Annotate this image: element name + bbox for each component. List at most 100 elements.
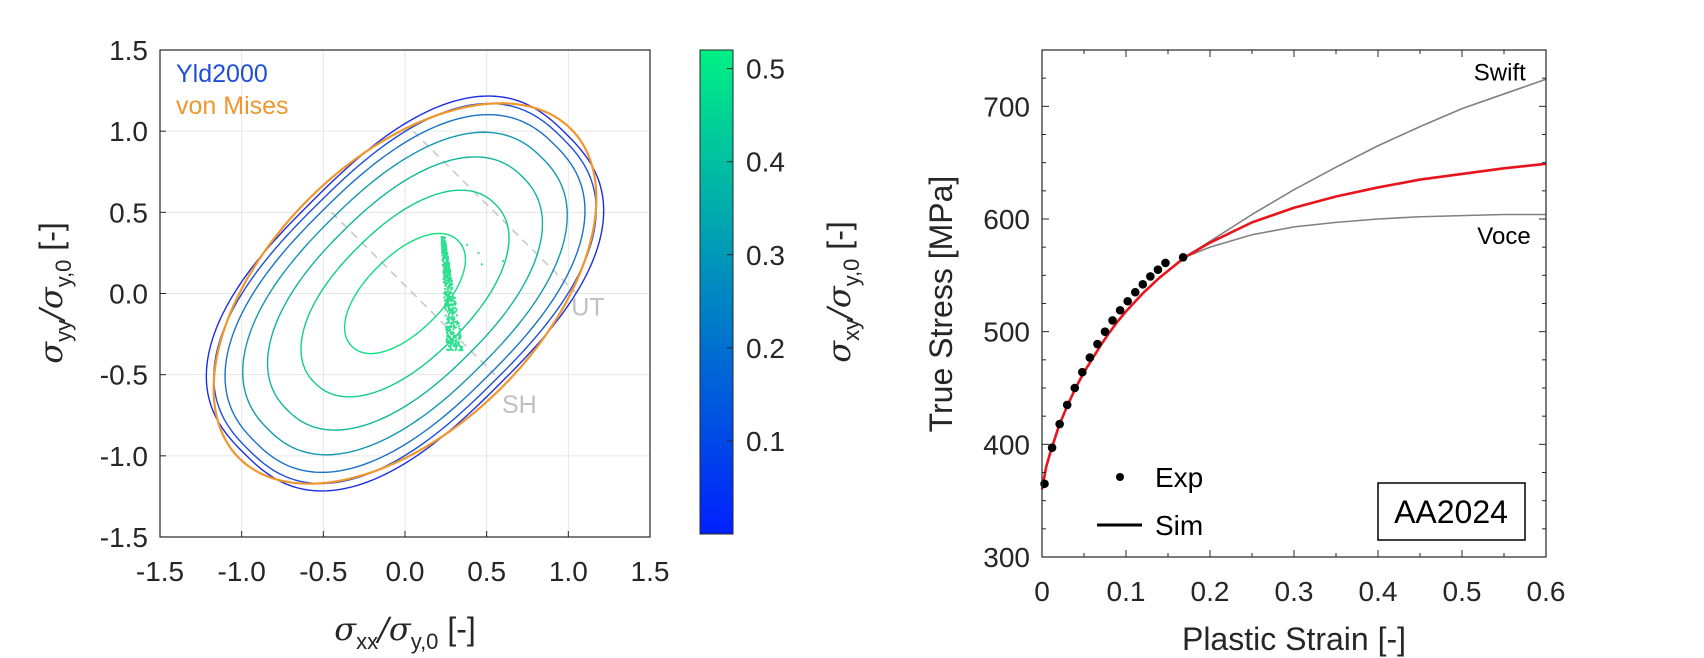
scatter-point [457, 342, 460, 346]
plot2-background [1042, 50, 1546, 557]
x-tick-label: 0.3 [1275, 576, 1314, 607]
y-tick-label: 0.5 [109, 197, 148, 228]
scatter-point [444, 245, 447, 248]
yld2000-contours [205, 95, 605, 492]
plot2-x-axis-label: Plastic Strain [-] [1182, 621, 1406, 657]
scatter-point [442, 265, 445, 268]
colorbar-tick-label: 0.4 [746, 147, 785, 178]
x-tick-label: -1.5 [136, 556, 184, 587]
scatter-point [452, 325, 455, 328]
scatter-point [452, 320, 455, 323]
exp-point [1078, 367, 1087, 377]
scatter-point [452, 334, 455, 337]
scatter-point [450, 309, 453, 312]
y-tick-label: 300 [983, 542, 1030, 573]
colorbar-tick-label: 0.1 [746, 426, 785, 457]
locus-annotation: UT [571, 293, 604, 321]
scatter-point [447, 278, 451, 281]
scatter-point [447, 302, 450, 305]
scatter-point [454, 302, 457, 305]
scatter-point [450, 343, 453, 346]
scatter-point [453, 297, 456, 300]
scatter-point [447, 293, 450, 296]
yield-locus-plot: -1.5 -1.0 -0.5 0.0 0.5 1.0 1.5 1.5 1.0 0.5 0.0 -0.… [32, 35, 669, 654]
scatter-point [441, 245, 445, 249]
scatter-point [446, 256, 449, 259]
scatter-point [445, 259, 448, 262]
scatter-point [451, 341, 454, 344]
scatter-point [441, 241, 444, 244]
scatter-point [454, 336, 457, 339]
scatter-point [444, 282, 447, 285]
scatter-point [448, 295, 451, 298]
scatter-point [455, 341, 458, 344]
scatter-point [446, 318, 449, 321]
exp-point [1055, 419, 1064, 429]
scatter-point [445, 331, 448, 334]
scatter-point [448, 326, 451, 329]
scatter-point [480, 263, 483, 266]
x-tick-label: 0.5 [467, 556, 506, 587]
yld2000-contour [205, 95, 605, 492]
scatter-point [450, 279, 453, 282]
scatter-point [443, 240, 446, 243]
scatter-point [451, 315, 454, 318]
scatter-point [444, 284, 447, 287]
scatter-point [456, 323, 459, 326]
guide-line [330, 211, 496, 376]
y-tick-label: -1.0 [100, 441, 148, 472]
scatter-point [458, 337, 461, 341]
curve-label-swift: Swift [1474, 60, 1526, 87]
curve-label-voce: Voce [1477, 223, 1530, 250]
scatter-point [465, 243, 469, 246]
scatter-point [448, 272, 451, 276]
yld2000-contour [343, 232, 467, 355]
scatter-point [458, 349, 461, 352]
scatter-point [448, 281, 451, 284]
material-box [1377, 482, 1526, 541]
scatter-point [446, 287, 449, 290]
scatter-point [449, 346, 452, 350]
plot1-y-axis-label: σyy/σy,0 [-] [32, 222, 76, 364]
plot2-legend: Exp Sim [1097, 462, 1203, 541]
scatter-point [441, 237, 444, 240]
colorbar-label: σxy/σy,0 [-] [820, 221, 864, 363]
y-tick-label: -1.5 [100, 522, 148, 553]
y-tick-label: 1.0 [109, 116, 148, 147]
exp-point [1115, 305, 1125, 315]
scatter-point [449, 269, 452, 272]
scatter-point [452, 328, 455, 331]
scatter-point [451, 311, 454, 314]
scatter-point [454, 349, 457, 352]
scatter-point [446, 279, 449, 282]
scatter-point [444, 288, 447, 291]
scatter-point [455, 334, 458, 337]
plot1-x-ticks: -1.5 -1.0 -0.5 0.0 0.5 1.0 1.5 [136, 531, 669, 587]
legend-von-mises: von Mises [176, 92, 289, 120]
scatter-point [451, 298, 454, 301]
exp-point [1178, 253, 1188, 262]
scatter-point [446, 341, 449, 344]
scatter-point [451, 283, 454, 286]
scatter-point [444, 269, 447, 272]
yld2000-contour [300, 189, 510, 398]
x-tick-label: 0.5 [1443, 576, 1482, 607]
scatter-point [440, 243, 443, 247]
x-tick-label: 0.4 [1359, 576, 1398, 607]
plot1-x-axis-label: σxx/σy,0 [-] [334, 610, 476, 654]
series-swift [1184, 78, 1547, 258]
scatter-point [443, 296, 446, 299]
scatter-point [448, 328, 452, 331]
scatter-point [454, 321, 457, 324]
scatter-point [447, 336, 451, 339]
x-tick-label: 0.6 [1527, 576, 1566, 607]
colorbar: 0.5 0.4 0.3 0.2 0.1 σxy/σy,0 [-] [699, 49, 864, 535]
scatter-point [450, 304, 453, 307]
x-tick-label: 0.0 [386, 556, 425, 587]
scatter-point [448, 311, 452, 314]
scatter-point [451, 313, 454, 316]
exp-point [1146, 272, 1155, 281]
scatter-point [444, 276, 447, 279]
scatter-point [443, 272, 446, 275]
scatter-point [445, 261, 448, 264]
